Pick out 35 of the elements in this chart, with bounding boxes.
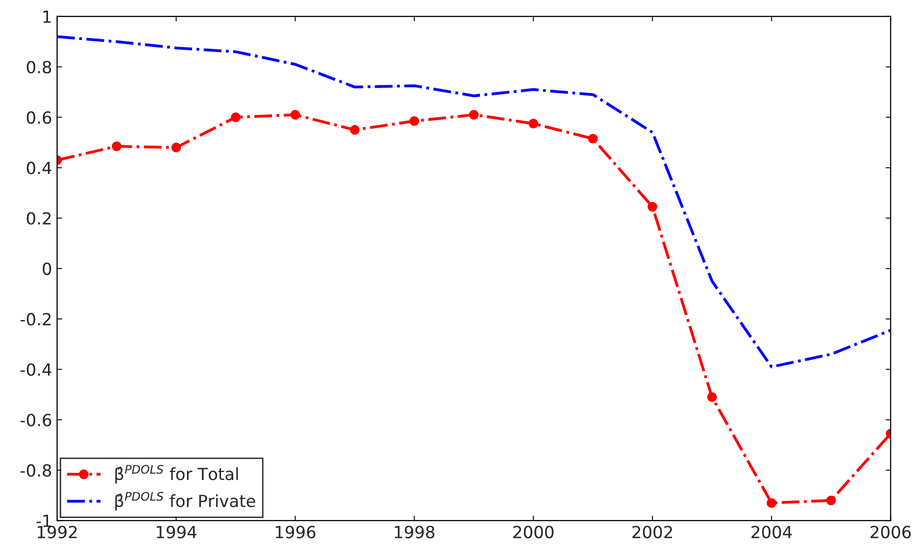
- legend-label: β̂$^{PDOLS}$ for Private: [115, 492, 256, 510]
- x-tick-label: 2002: [632, 526, 672, 538]
- x-tick-label: 1994: [156, 526, 196, 538]
- point: [230, 112, 241, 122]
- point: [528, 118, 538, 128]
- y-tick-label: -0.8: [20, 464, 52, 477]
- point: [826, 496, 836, 506]
- y-tick-label: 0.6: [26, 111, 52, 124]
- x-tick-label: 1992: [38, 526, 77, 538]
- point: [468, 110, 479, 120]
- y-tick-label: 1: [43, 10, 51, 23]
- y-tick-label: -1: [36, 514, 51, 527]
- point: [766, 498, 776, 508]
- y-tick-label: -0.2: [20, 312, 51, 326]
- x-tick-label: 1998: [394, 526, 434, 538]
- y-tick-label: 0: [42, 262, 52, 276]
- y-tick-label: -0.4: [20, 363, 52, 376]
- point: [290, 110, 300, 120]
- point: [171, 142, 182, 152]
- legend-label: β̂$^{PDOLS}$ for Total: [115, 464, 238, 484]
- point: [350, 125, 360, 135]
- y-tick-label: 0.2: [26, 212, 51, 225]
- x-tick-label: 1996: [276, 526, 316, 538]
- point: [588, 134, 598, 144]
- y-tick-label: 0.8: [26, 60, 52, 74]
- x-tick-label: 2006: [870, 526, 911, 538]
- y-tick-label: 0.4: [26, 162, 52, 174]
- line-series: [57, 35, 891, 368]
- y-tick-label: -0.6: [20, 414, 52, 426]
- point: [648, 202, 658, 212]
- point: [409, 116, 420, 126]
- point: [707, 392, 717, 402]
- x-tick-label: 2004: [752, 526, 792, 538]
- point: [112, 141, 122, 152]
- x-tick-label: 2000: [513, 526, 554, 538]
